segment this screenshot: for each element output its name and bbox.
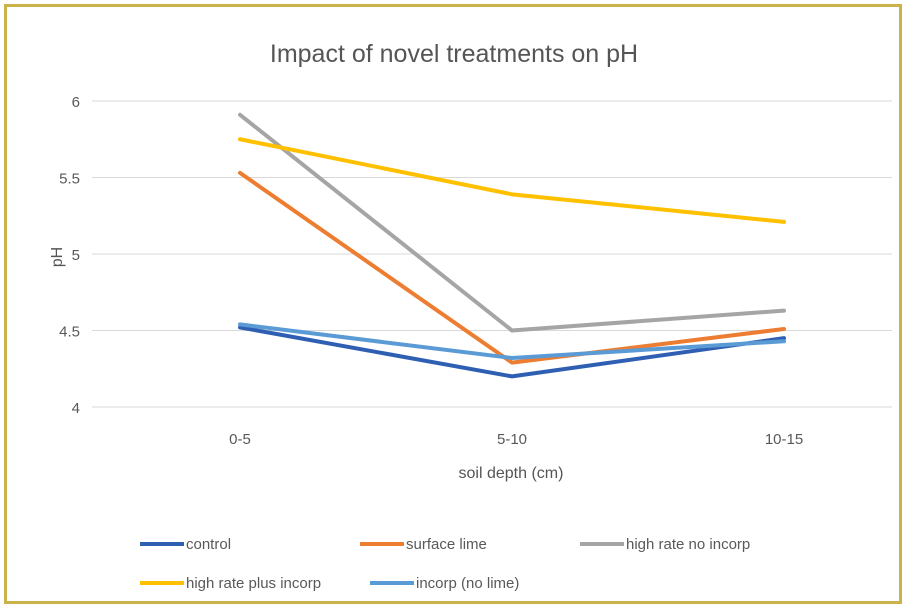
series-line-surface-lime — [238, 170, 786, 365]
y-tick-label: 4 — [72, 400, 80, 417]
y-tick-label: 5.5 — [59, 171, 80, 188]
series-line-high-rate-no-incorp — [238, 112, 786, 333]
legend-label: high rate no incorp — [626, 536, 750, 553]
x-tick-labels: 0-5 5-10 10-15 — [229, 431, 803, 448]
legend-label: incorp (no lime) — [416, 575, 519, 592]
chart-frame — [4, 4, 902, 604]
y-tick-labels: 4 4.5 5 5.5 6 — [59, 94, 80, 417]
series-lines — [238, 112, 786, 379]
y-tick-label: 6 — [72, 94, 80, 111]
x-axis-label: soil depth (cm) — [459, 465, 564, 482]
legend-label: surface lime — [406, 536, 487, 553]
y-tick-label: 4.5 — [59, 324, 80, 341]
y-axis-label: pH — [49, 247, 66, 267]
chart-title: Impact of novel treatments on pH — [270, 40, 638, 68]
series-line-incorp-no-lime — [238, 322, 786, 361]
legend-label: high rate plus incorp — [186, 575, 321, 592]
x-tick-label: 0-5 — [229, 431, 251, 448]
legend-label: control — [186, 536, 231, 553]
series-line-control — [238, 325, 786, 379]
series-line-high-rate-plus-incorp — [238, 137, 786, 224]
x-tick-label: 5-10 — [497, 431, 527, 448]
legend: control surface lime high rate no incorp hi… — [140, 536, 750, 592]
y-tick-label: 5 — [72, 247, 80, 264]
y-gridlines — [92, 100, 892, 408]
x-tick-label: 10-15 — [765, 431, 803, 448]
